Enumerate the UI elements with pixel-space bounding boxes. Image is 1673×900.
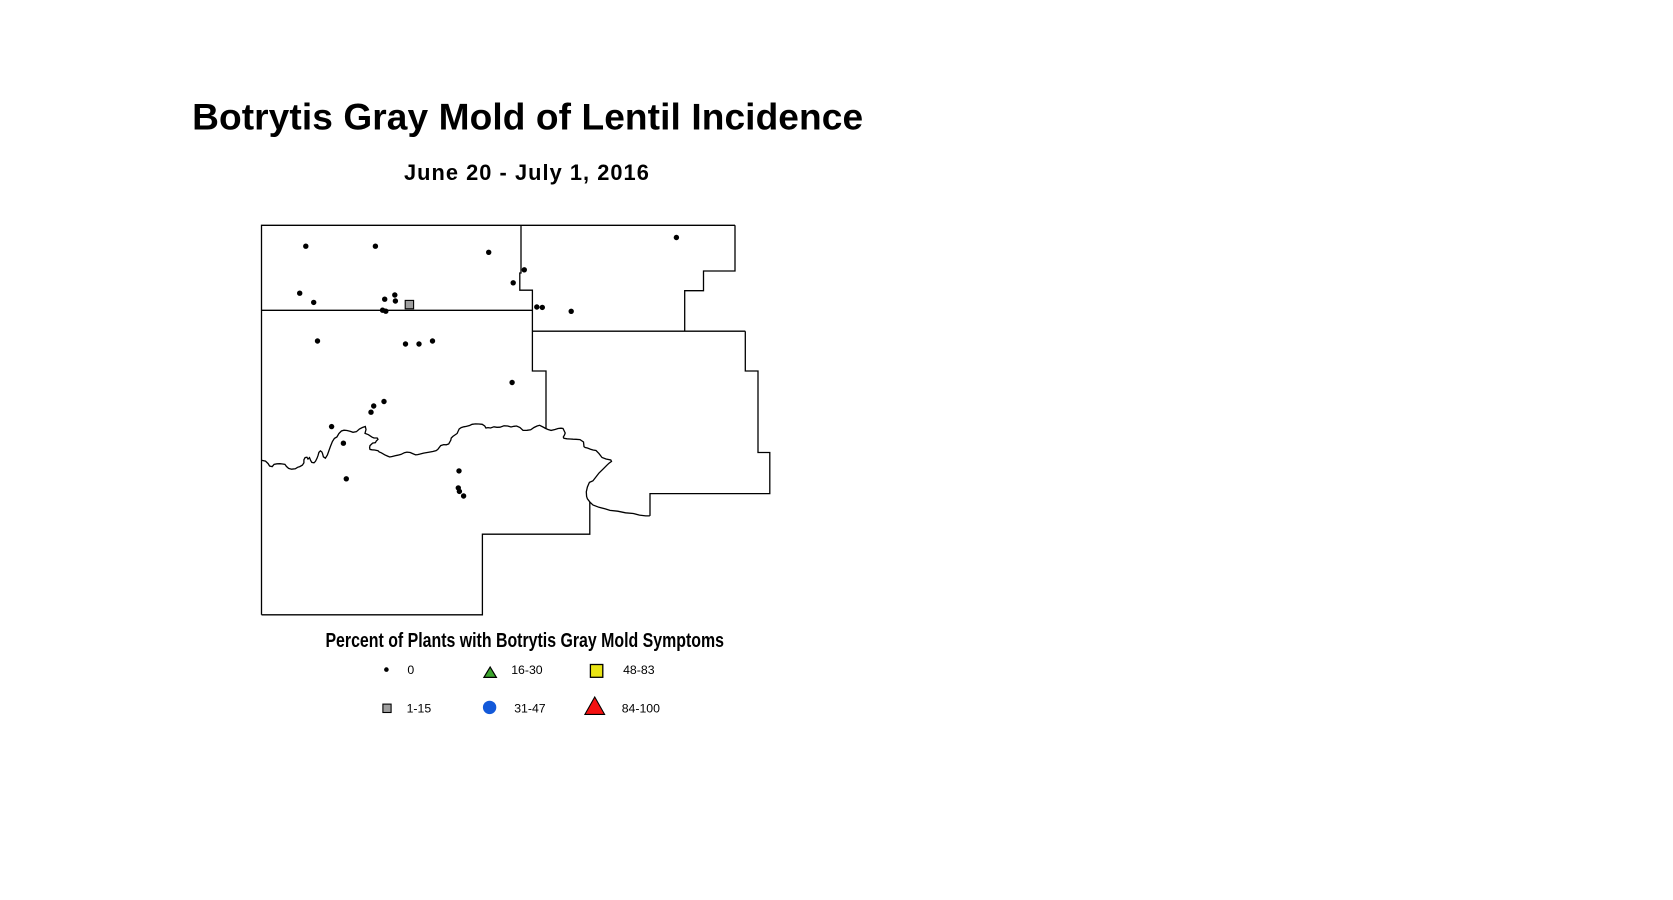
svg-text:Botrytis Gray Mold of Lentil I: Botrytis Gray Mold of Lentil Incidence <box>192 96 863 138</box>
svg-text:0: 0 <box>407 663 414 677</box>
svg-text:31-47: 31-47 <box>514 702 546 716</box>
svg-text:1-15: 1-15 <box>407 702 432 716</box>
svg-text:48-83: 48-83 <box>623 663 655 677</box>
svg-text:Percent of Plants with Botryti: Percent of Plants with Botrytis Gray Mol… <box>325 630 724 652</box>
svg-text:June 20 - July 1, 2016: June 20 - July 1, 2016 <box>404 160 649 185</box>
svg-text:84-100: 84-100 <box>622 702 660 716</box>
svg-text:16-30: 16-30 <box>511 663 543 677</box>
